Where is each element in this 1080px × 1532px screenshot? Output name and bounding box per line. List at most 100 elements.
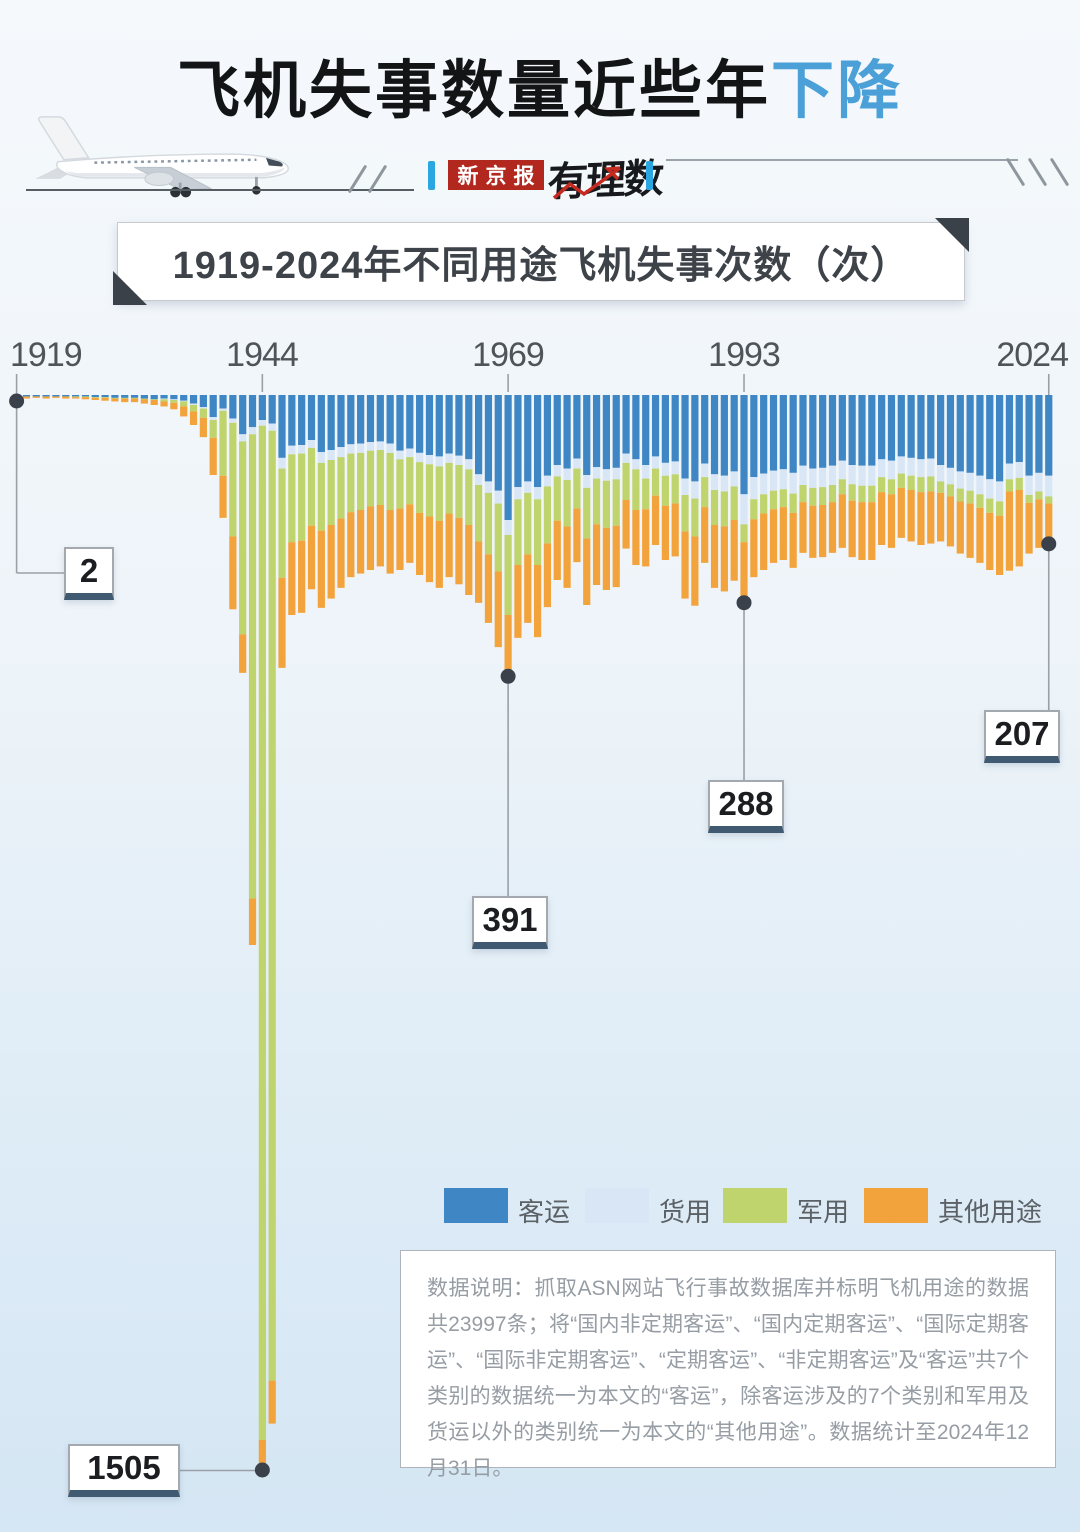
bar-segment-其他用途: [661, 505, 669, 560]
plane-windows: [94, 158, 257, 164]
bar-segment-其他用途: [819, 505, 827, 558]
bar-segment-客运: [445, 395, 453, 454]
bar-segment-货用: [720, 475, 728, 492]
accent-bar-left: [428, 161, 435, 190]
bar-segment-其他用途: [956, 501, 964, 554]
bar-segment-其他用途: [573, 508, 581, 563]
bar-segment-军用: [180, 401, 188, 407]
bar-segment-军用: [671, 474, 679, 504]
chart-title-banner: 1919-2024年不同用途飞机失事次数（次）: [113, 218, 969, 305]
bar-segment-货用: [553, 465, 561, 477]
bar-segment-其他用途: [396, 508, 404, 570]
bar-segment-货用: [632, 459, 640, 470]
bar-segment-其他用途: [514, 565, 522, 638]
bar-segment-其他用途: [1005, 491, 1014, 571]
bar-segment-军用: [229, 422, 237, 537]
callout-2024-value: 207: [984, 710, 1060, 763]
bar-segment-其他用途: [239, 634, 247, 673]
bar-segment-其他用途: [907, 490, 915, 542]
bar-segment-军用: [386, 452, 394, 510]
bar-segment-客运: [278, 395, 286, 458]
bar-segment-军用: [966, 490, 974, 504]
bar-segment-军用: [622, 462, 630, 500]
bar-segment-其他用途: [691, 536, 699, 606]
bar-segment-军用: [937, 481, 945, 493]
plane-cockpit-window: [265, 157, 283, 167]
bar-segment-其他用途: [563, 526, 571, 588]
bar-segment-客运: [543, 395, 552, 476]
bar-segment-军用: [701, 477, 709, 508]
bar-segment-货用: [396, 450, 404, 460]
bar-segment-客运: [583, 395, 591, 475]
bar-segment-客运: [976, 395, 984, 476]
bar-segment-客运: [730, 395, 738, 472]
bar-segment-货用: [701, 463, 709, 478]
bar-segment-其他用途: [465, 525, 473, 595]
bar-segment-货用: [710, 474, 719, 490]
bar-segment-其他用途: [140, 399, 148, 404]
bar-segment-其他用途: [612, 525, 620, 588]
bar-segment-军用: [720, 491, 728, 527]
bar-segment-客运: [484, 395, 493, 482]
callout-1993-value: 288: [708, 780, 784, 833]
bar-segment-客运: [1045, 395, 1053, 476]
bar-segment-其他用途: [887, 494, 896, 548]
bar-segment-货用: [622, 453, 630, 463]
bar-segment-货用: [602, 469, 610, 481]
bar-segment-货用: [996, 481, 1004, 502]
bar-segment-客运: [946, 395, 955, 468]
bar-segment-其他用途: [543, 543, 552, 608]
bar-segment-其他用途: [357, 510, 365, 574]
legend-label: 军用: [797, 1197, 850, 1227]
bar-segment-货用: [779, 469, 787, 490]
bar-segment-军用: [288, 454, 296, 543]
bar-segment-其他用途: [917, 492, 925, 545]
bar-segment-货用: [504, 520, 512, 535]
bar-segment-客运: [701, 395, 709, 464]
bar-segment-军用: [455, 465, 463, 518]
bar-segment-客运: [337, 395, 345, 448]
bar-segment-其他用途: [170, 402, 178, 410]
bar-segment-货用: [573, 458, 581, 469]
bar-segment-其他用途: [602, 527, 610, 590]
legend-swatch-icon: [444, 1188, 508, 1223]
legend-label: 客运: [518, 1197, 571, 1227]
bar-segment-军用: [514, 499, 522, 565]
bar-segment-客运: [720, 395, 728, 476]
data-note-box: 数据说明：抓取ASN网站飞行事故数据库并标明飞机用途的数据共23997条；将“国…: [400, 1250, 1056, 1480]
bar-segment-客运: [504, 395, 512, 520]
legend-label: 其他用途: [938, 1197, 1043, 1227]
bar-segment-其他用途: [101, 397, 109, 401]
bar-segment-客运: [81, 395, 90, 397]
bar-segment-其他用途: [52, 396, 60, 398]
bar-segment-军用: [1025, 495, 1033, 503]
bar-segment-客运: [189, 395, 198, 404]
bar-segment-军用: [543, 486, 552, 544]
callout-1919-value: 2: [64, 547, 114, 600]
bar-segment-军用: [927, 476, 935, 492]
bar-segment-军用: [445, 462, 453, 514]
bar-segment-客运: [996, 395, 1004, 482]
bar-segment-军用: [996, 501, 1004, 516]
bar-segment-其他用途: [22, 396, 31, 399]
header-rule-line: [666, 159, 1018, 161]
legend-swatch-icon: [585, 1188, 649, 1223]
bar-segment-其他用途: [966, 503, 974, 558]
plane-engine: [144, 171, 174, 186]
bar-segment-货用: [475, 474, 483, 485]
bar-segment-货用: [298, 445, 306, 454]
bar-segment-客运: [750, 395, 758, 478]
banner-corner-fold-icon: [935, 218, 969, 252]
bar-segment-军用: [337, 457, 345, 519]
bar-segment-其他用途: [317, 530, 325, 608]
bar-segment-客运: [1035, 395, 1043, 473]
bar-segment-货用: [809, 468, 817, 488]
bar-segment-其他用途: [288, 542, 296, 615]
bar-segment-其他用途: [838, 494, 846, 548]
bar-segment-客运: [425, 395, 434, 455]
annotation-dot: [500, 668, 516, 684]
bar-segment-其他用途: [130, 398, 139, 403]
accent-bar-right: [646, 161, 653, 190]
bar-segment-客运: [239, 395, 247, 435]
bar-segment-客运: [180, 395, 188, 401]
